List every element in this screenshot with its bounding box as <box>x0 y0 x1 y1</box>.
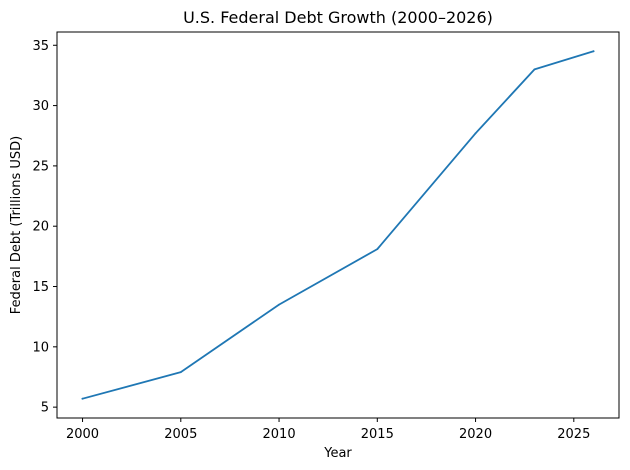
series-group <box>81 50 595 400</box>
y-tick-label: 10 <box>32 340 49 355</box>
data-point <box>592 50 595 53</box>
x-tick-label: 2010 <box>263 427 296 442</box>
x-tick-label: 2015 <box>361 427 394 442</box>
y-axis-label: Federal Debt (Trillions USD) <box>9 136 24 314</box>
x-tick-label: 2000 <box>66 427 99 442</box>
data-point <box>474 132 477 135</box>
y-tick-label: 5 <box>41 401 49 416</box>
x-tick-label: 2005 <box>164 427 197 442</box>
chart-title: U.S. Federal Debt Growth (2000–2026) <box>183 8 493 27</box>
data-point <box>278 303 280 306</box>
data-point <box>81 397 84 400</box>
y-tick-label: 25 <box>32 159 49 174</box>
series-line-0 <box>81 50 595 400</box>
y-tick-label: 20 <box>32 220 49 235</box>
y-tick-label: 30 <box>32 99 49 114</box>
y-tick-label: 15 <box>32 280 49 295</box>
data-point <box>533 68 536 71</box>
x-axis-label: Year <box>323 446 352 461</box>
x-tick-label: 2020 <box>459 427 492 442</box>
data-point <box>179 371 182 374</box>
data-point <box>376 248 379 251</box>
x-tick-label: 2025 <box>557 427 590 442</box>
y-tick-label: 35 <box>32 39 49 54</box>
plot-frame <box>56 31 620 419</box>
